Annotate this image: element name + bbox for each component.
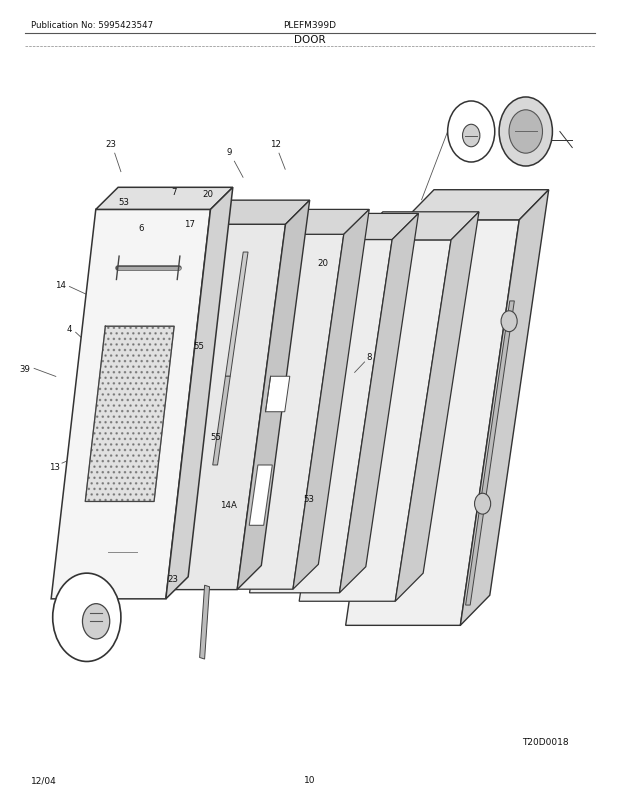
Polygon shape (404, 190, 549, 221)
Polygon shape (293, 210, 370, 589)
Polygon shape (248, 210, 370, 235)
Text: 55: 55 (210, 432, 221, 442)
Circle shape (501, 311, 517, 332)
Circle shape (474, 493, 490, 515)
Circle shape (53, 573, 121, 662)
Polygon shape (355, 213, 479, 241)
Text: 12/04: 12/04 (31, 775, 57, 784)
Text: 12: 12 (270, 140, 281, 149)
Polygon shape (466, 302, 515, 606)
Polygon shape (249, 465, 272, 525)
Polygon shape (213, 377, 230, 465)
Circle shape (448, 102, 495, 163)
Circle shape (82, 604, 110, 639)
Text: 20: 20 (202, 189, 213, 199)
Text: 4: 4 (67, 324, 72, 334)
Polygon shape (85, 327, 174, 502)
Circle shape (509, 111, 542, 154)
Text: 10B: 10B (453, 110, 467, 119)
Text: 10: 10 (528, 107, 538, 117)
Text: 9: 9 (227, 148, 232, 157)
Text: 39: 39 (19, 364, 30, 374)
Polygon shape (396, 213, 479, 602)
Text: Publication No: 5995423547: Publication No: 5995423547 (31, 21, 153, 30)
Text: T20D0018: T20D0018 (522, 737, 569, 747)
Text: 55: 55 (193, 342, 204, 351)
Text: 8: 8 (366, 352, 371, 362)
Text: 14: 14 (55, 280, 66, 290)
Text: 23: 23 (105, 140, 116, 149)
Text: 23: 23 (167, 574, 178, 584)
Text: 14A: 14A (219, 500, 237, 510)
Polygon shape (200, 585, 210, 659)
Polygon shape (226, 253, 248, 377)
Text: DOOR: DOOR (294, 35, 326, 45)
Circle shape (499, 98, 552, 167)
Polygon shape (249, 241, 392, 593)
Polygon shape (460, 190, 549, 626)
Polygon shape (346, 221, 520, 626)
Polygon shape (95, 188, 232, 210)
Polygon shape (166, 188, 232, 599)
Text: 7: 7 (171, 188, 176, 197)
Polygon shape (237, 200, 310, 590)
Text: 10: 10 (304, 775, 316, 784)
Polygon shape (197, 235, 343, 589)
Text: eApplianceParts.com: eApplianceParts.com (218, 420, 327, 430)
Text: 53: 53 (303, 494, 314, 504)
Text: 13: 13 (49, 462, 60, 472)
Polygon shape (265, 377, 290, 412)
Polygon shape (51, 210, 210, 599)
Polygon shape (299, 241, 451, 602)
Polygon shape (340, 214, 419, 593)
Polygon shape (190, 200, 310, 225)
Polygon shape (303, 214, 419, 241)
Polygon shape (141, 225, 285, 590)
Circle shape (463, 125, 480, 148)
Text: 53: 53 (118, 197, 130, 207)
Text: PLEFM399D: PLEFM399D (283, 21, 337, 30)
Text: 20: 20 (317, 258, 328, 268)
Text: 17: 17 (184, 220, 195, 229)
Text: 60B: 60B (66, 609, 81, 618)
Text: 6: 6 (139, 224, 144, 233)
